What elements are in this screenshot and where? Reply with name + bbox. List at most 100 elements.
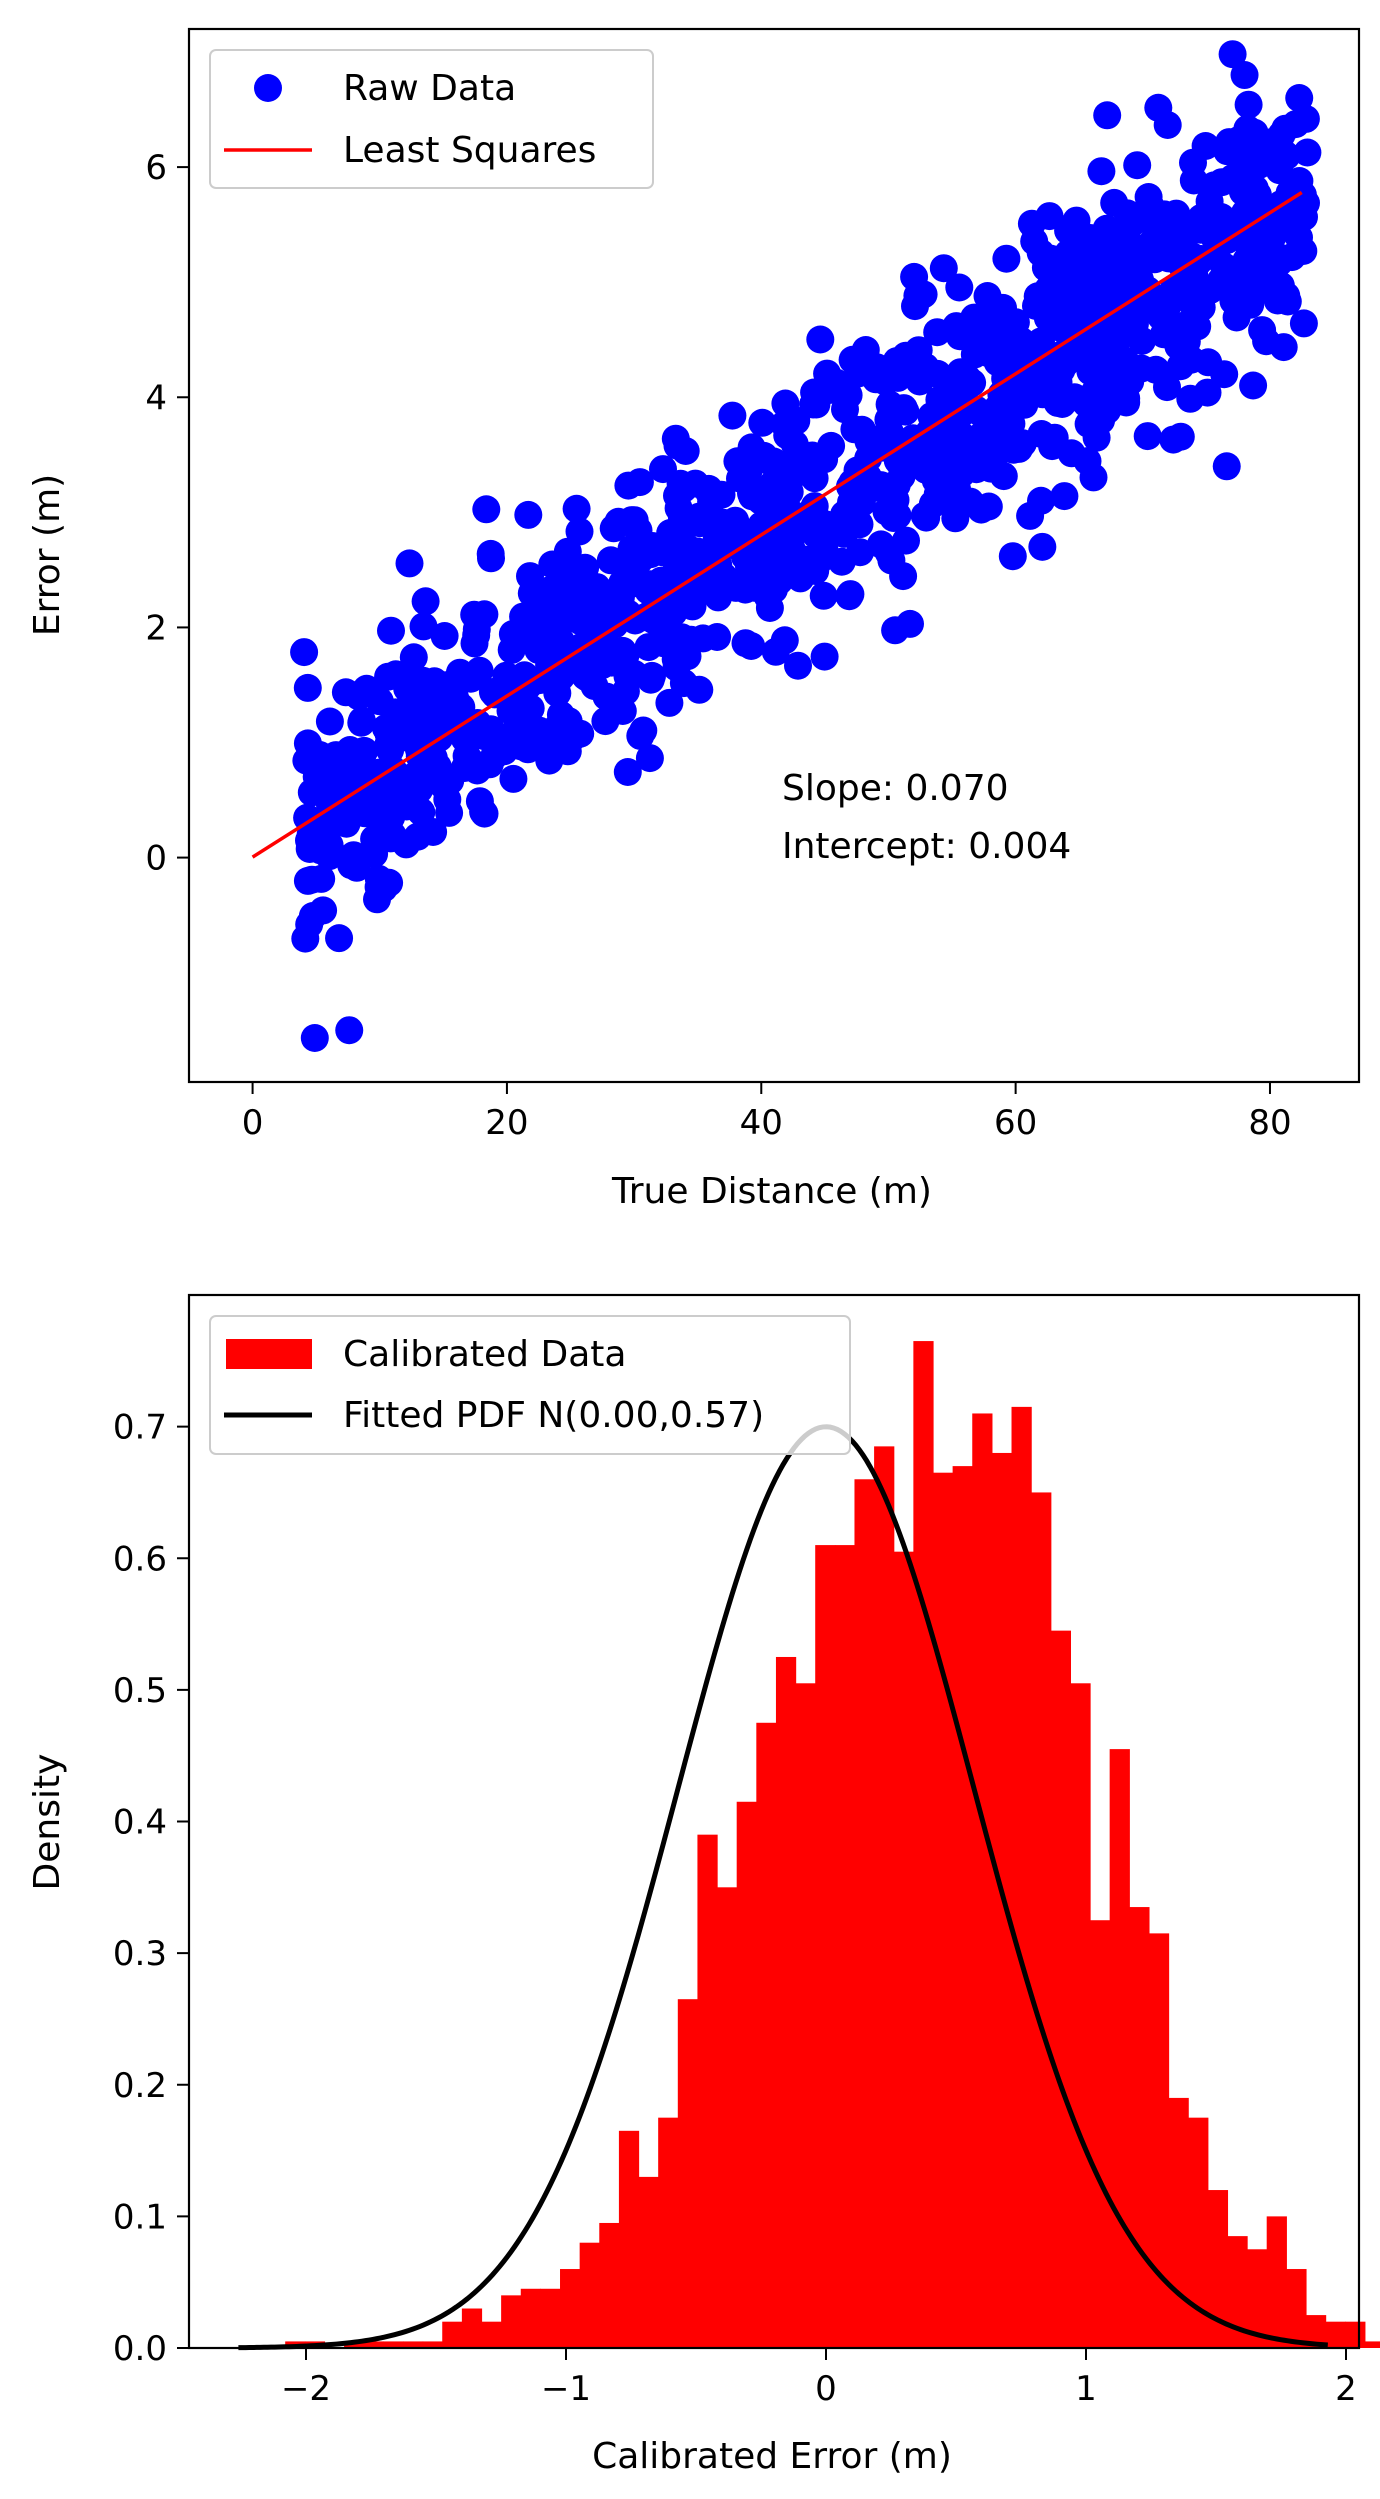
raw-data-point (998, 542, 1027, 571)
raw-data-point (360, 839, 389, 868)
raw-data-point (344, 682, 373, 711)
raw-data-point (1218, 40, 1247, 69)
histogram-bar (618, 2130, 640, 2348)
histogram-bar (697, 1834, 718, 2348)
raw-data-point (385, 724, 414, 753)
x-tick-label: 2 (1335, 2369, 1357, 2409)
raw-data-point (337, 851, 366, 880)
x-tick-label: 1 (1075, 2369, 1097, 2409)
raw-data-point (395, 549, 424, 578)
raw-data-point (499, 764, 528, 793)
raw-data-point (1033, 304, 1062, 333)
raw-data-point (322, 741, 350, 770)
raw-data-point (306, 836, 335, 865)
raw-data-point (409, 753, 438, 782)
raw-data-point (723, 447, 752, 476)
y-tick-label: 0.5 (113, 1671, 167, 1711)
raw-data-point (571, 662, 600, 691)
raw-data-point (591, 707, 620, 736)
raw-data-point (1123, 151, 1152, 180)
y-tick-label: 0.2 (113, 2066, 167, 2106)
raw-data-point (592, 682, 621, 711)
raw-data-point (655, 688, 684, 717)
histogram-bar (874, 1446, 895, 2348)
raw-data-point (625, 546, 654, 575)
raw-data-point (409, 612, 438, 641)
histogram-bar (1129, 1907, 1150, 2348)
fitted-pdf-path (238, 1424, 1328, 2351)
y-tick-label: 0.7 (113, 1408, 167, 1448)
histogram-bar (932, 1472, 954, 2348)
histogram-bar (1011, 1406, 1032, 2348)
raw-data-point (478, 678, 507, 706)
y-tick-label: 0.4 (113, 1803, 167, 1843)
histogram-bar (1364, 2341, 1380, 2348)
scatter-plot-panel: 0 20 40 60 80 0 2 4 6 True Distance (m) Error (… (27, 27, 1361, 1212)
histogram-bar (756, 1722, 777, 2348)
raw-data-point (393, 780, 422, 809)
raw-data-point (877, 360, 906, 388)
raw-data-points (290, 40, 1322, 1052)
legend-marker-raw-data (254, 74, 282, 102)
raw-data-point (531, 732, 560, 761)
histogram-bar (854, 1479, 875, 2348)
raw-data-point (1169, 226, 1198, 254)
raw-data-point (728, 517, 757, 546)
histogram-bar (717, 1887, 738, 2348)
raw-data-point (1086, 244, 1115, 273)
y-tick-label: 0 (145, 839, 167, 879)
raw-data-point (571, 553, 600, 582)
histogram-bar (913, 1341, 934, 2348)
raw-data-point (649, 455, 677, 484)
raw-data-point (291, 924, 320, 953)
raw-data-point (538, 550, 567, 579)
scatter-legend-box (209, 49, 654, 189)
raw-data-point (771, 389, 800, 418)
raw-data-point (447, 693, 476, 722)
raw-data-point (1017, 209, 1046, 238)
raw-data-point (964, 397, 993, 426)
raw-data-point (909, 280, 938, 309)
histogram-bar (1247, 2249, 1268, 2348)
histogram-bar (1286, 2269, 1307, 2348)
raw-data-point (460, 629, 489, 658)
raw-data-point (989, 350, 1017, 379)
y-tick-label: 0.6 (113, 1539, 167, 1579)
histogram-bar (658, 2117, 679, 2348)
raw-data-point (915, 437, 944, 466)
raw-data-point (1224, 211, 1253, 240)
calibrated-data-bars (285, 1341, 1380, 2349)
raw-data-point (891, 397, 920, 426)
histogram-bar (1109, 1749, 1130, 2348)
raw-data-point (290, 638, 319, 667)
raw-data-point (613, 758, 642, 786)
raw-data-point (636, 570, 665, 599)
raw-data-point (801, 520, 830, 549)
raw-data-point (470, 722, 499, 751)
raw-data-point (806, 325, 835, 354)
raw-data-point (1176, 384, 1205, 413)
raw-data-point (1090, 339, 1119, 368)
raw-data-point (810, 445, 839, 474)
intercept-annotation: Intercept: 0.004 (782, 826, 1071, 867)
y-tick-label: 6 (145, 148, 167, 188)
legend-label-least-squares: Least Squares (343, 130, 596, 171)
histogram-bar (383, 2341, 404, 2348)
raw-data-point (638, 661, 666, 690)
histogram-bar (972, 1413, 993, 2348)
raw-data-point (325, 924, 354, 953)
histogram-bar (1168, 2097, 1189, 2348)
least-squares-segment (251, 191, 1303, 859)
histogram-bar (1345, 2321, 1366, 2348)
histogram-bar (579, 2242, 600, 2348)
raw-data-point (830, 518, 859, 546)
raw-data-point (945, 322, 974, 351)
scatter-legend: Raw Data Least Squares (209, 49, 654, 189)
raw-data-point (365, 687, 394, 716)
raw-data-point (1035, 253, 1064, 282)
raw-data-point (1093, 101, 1122, 130)
raw-data-point (1171, 311, 1200, 340)
raw-data-point (936, 487, 965, 516)
raw-data-point (902, 346, 931, 375)
raw-data-point (848, 415, 876, 444)
